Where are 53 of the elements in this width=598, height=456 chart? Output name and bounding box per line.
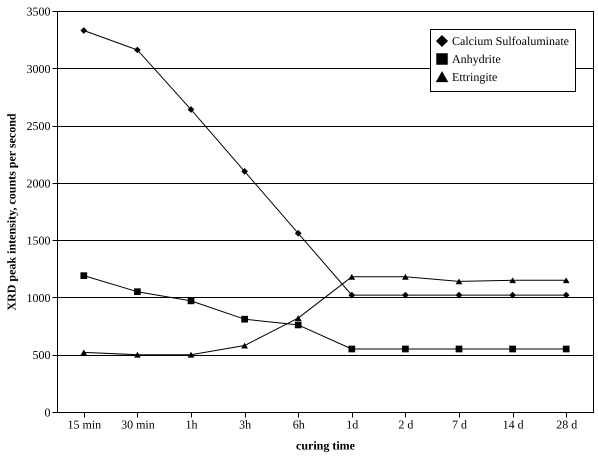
x-tick-label: 7 d bbox=[452, 418, 467, 432]
x-tick-label: 1d bbox=[346, 418, 358, 432]
x-tick-label: 28 d bbox=[556, 418, 578, 432]
y-axis-title: XRD peak intensity, counts per second bbox=[4, 113, 18, 311]
point bbox=[402, 274, 409, 280]
x-tick-label: 15 min bbox=[67, 418, 102, 432]
point bbox=[80, 27, 88, 34]
x-tick-label: 6h bbox=[292, 418, 305, 432]
point bbox=[562, 277, 570, 284]
point bbox=[294, 230, 302, 237]
y-tick-label: 1000 bbox=[26, 290, 50, 305]
x-tick-label: 14 d bbox=[502, 418, 524, 432]
point bbox=[562, 292, 570, 298]
x-axis-title: curing time bbox=[296, 438, 356, 452]
point bbox=[80, 350, 88, 356]
point bbox=[562, 346, 570, 352]
point bbox=[134, 288, 141, 296]
y-tick-label: 2500 bbox=[26, 119, 50, 134]
point bbox=[134, 352, 141, 358]
point bbox=[188, 298, 194, 304]
point bbox=[348, 292, 356, 298]
legend-label: Calcium Sulfoaluminate bbox=[452, 34, 569, 48]
x-tick-label: 2 d bbox=[398, 418, 414, 432]
legend-label: Anhydrite bbox=[452, 52, 501, 66]
x-tick-label: 3h bbox=[239, 418, 252, 432]
point bbox=[456, 278, 462, 284]
point bbox=[188, 352, 194, 358]
point bbox=[402, 292, 409, 298]
y-tick-label: 1500 bbox=[26, 234, 50, 248]
point bbox=[456, 292, 462, 298]
x-tick-label: 30 min bbox=[121, 418, 155, 432]
y-tick-label: 0 bbox=[44, 406, 50, 420]
point bbox=[241, 316, 248, 323]
point bbox=[509, 292, 516, 298]
point bbox=[509, 346, 516, 352]
point bbox=[509, 277, 516, 284]
point bbox=[294, 315, 302, 321]
y-tick-label: 2000 bbox=[26, 176, 50, 190]
y-tick-label: 3500 bbox=[26, 4, 50, 18]
point bbox=[188, 106, 194, 113]
point bbox=[294, 322, 302, 328]
point bbox=[402, 346, 409, 352]
point bbox=[348, 346, 356, 352]
point bbox=[456, 346, 462, 352]
point bbox=[80, 272, 88, 280]
point bbox=[348, 274, 356, 280]
y-tick-label: 3000 bbox=[26, 62, 50, 76]
x-tick-label: 1h bbox=[186, 418, 198, 432]
y-tick-label: 500 bbox=[32, 348, 50, 362]
legend-label: Ettringite bbox=[452, 70, 498, 84]
point bbox=[241, 168, 248, 175]
point bbox=[134, 46, 141, 54]
point bbox=[241, 342, 248, 348]
